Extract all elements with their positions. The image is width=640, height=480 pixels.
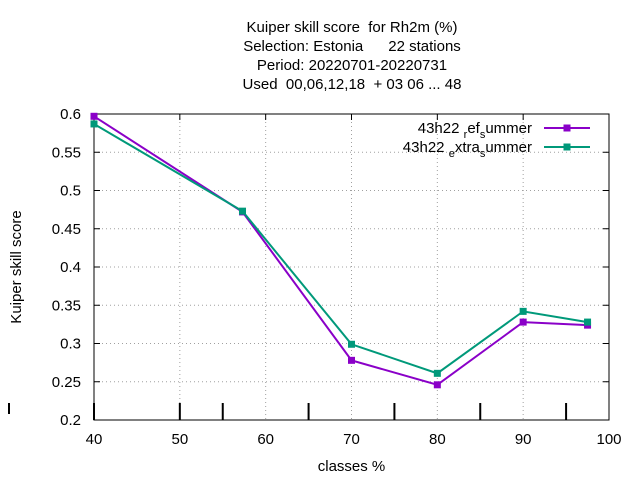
title-line: Period: 20220701-20220731 [257,57,447,74]
title-line: Selection: Estonia 22 stations [243,38,461,55]
title-line: Used 00,06,12,18 + 03 06 ... 48 [243,76,462,93]
x-tick-label: 50 [171,431,188,448]
series [90,112,592,389]
data-point [90,120,98,128]
data-point [90,112,98,120]
y-tick-label: 0.25 [52,374,81,391]
legend-marker [563,124,571,132]
chart-title: Kuiper skill score for Rh2m (%) Selection… [243,19,462,93]
y-tick-label: 0.45 [52,221,81,238]
legend-marker [563,143,571,151]
x-tick-label: 90 [515,431,532,448]
data-point [238,207,246,215]
y-tick-label: 0.55 [52,144,81,161]
bottom-tick-marks [8,403,568,420]
data-point [519,318,527,326]
x-tick-label: 100 [596,431,621,448]
data-point [433,369,441,377]
x-tick-label: 80 [429,431,446,448]
data-point [348,356,355,364]
x-axis-label: classes % [318,458,386,475]
legend-label: 43h22 extrasummer [403,139,532,160]
x-tick-label: 70 [343,431,360,448]
y-axis-ticks: 0.2 0.25 0.3 0.35 0.4 0.45 0.5 0.55 0.6 [52,106,609,429]
y-tick-label: 0.4 [60,259,81,276]
series-line [93,115,588,386]
y-tick-label: 0.5 [60,183,81,200]
y-tick-label: 0.35 [52,297,81,314]
y-tick-label: 0.2 [60,412,81,429]
data-point [519,307,527,315]
series-line [93,123,588,375]
legend-label: 43h22 refsummer [418,120,532,141]
y-tick-label: 0.3 [60,336,81,353]
y-axis-label: Kuiper skill score [8,210,25,323]
data-point [433,381,441,389]
data-point [348,340,355,348]
title-line: Kuiper skill score for Rh2m (%) [247,19,458,36]
x-axis-ticks: 40 50 60 70 80 90 100 [86,114,622,448]
grid [94,114,609,420]
x-tick-label: 60 [257,431,274,448]
data-point [584,318,592,326]
x-tick-label: 40 [86,431,103,448]
y-tick-label: 0.6 [60,106,81,123]
